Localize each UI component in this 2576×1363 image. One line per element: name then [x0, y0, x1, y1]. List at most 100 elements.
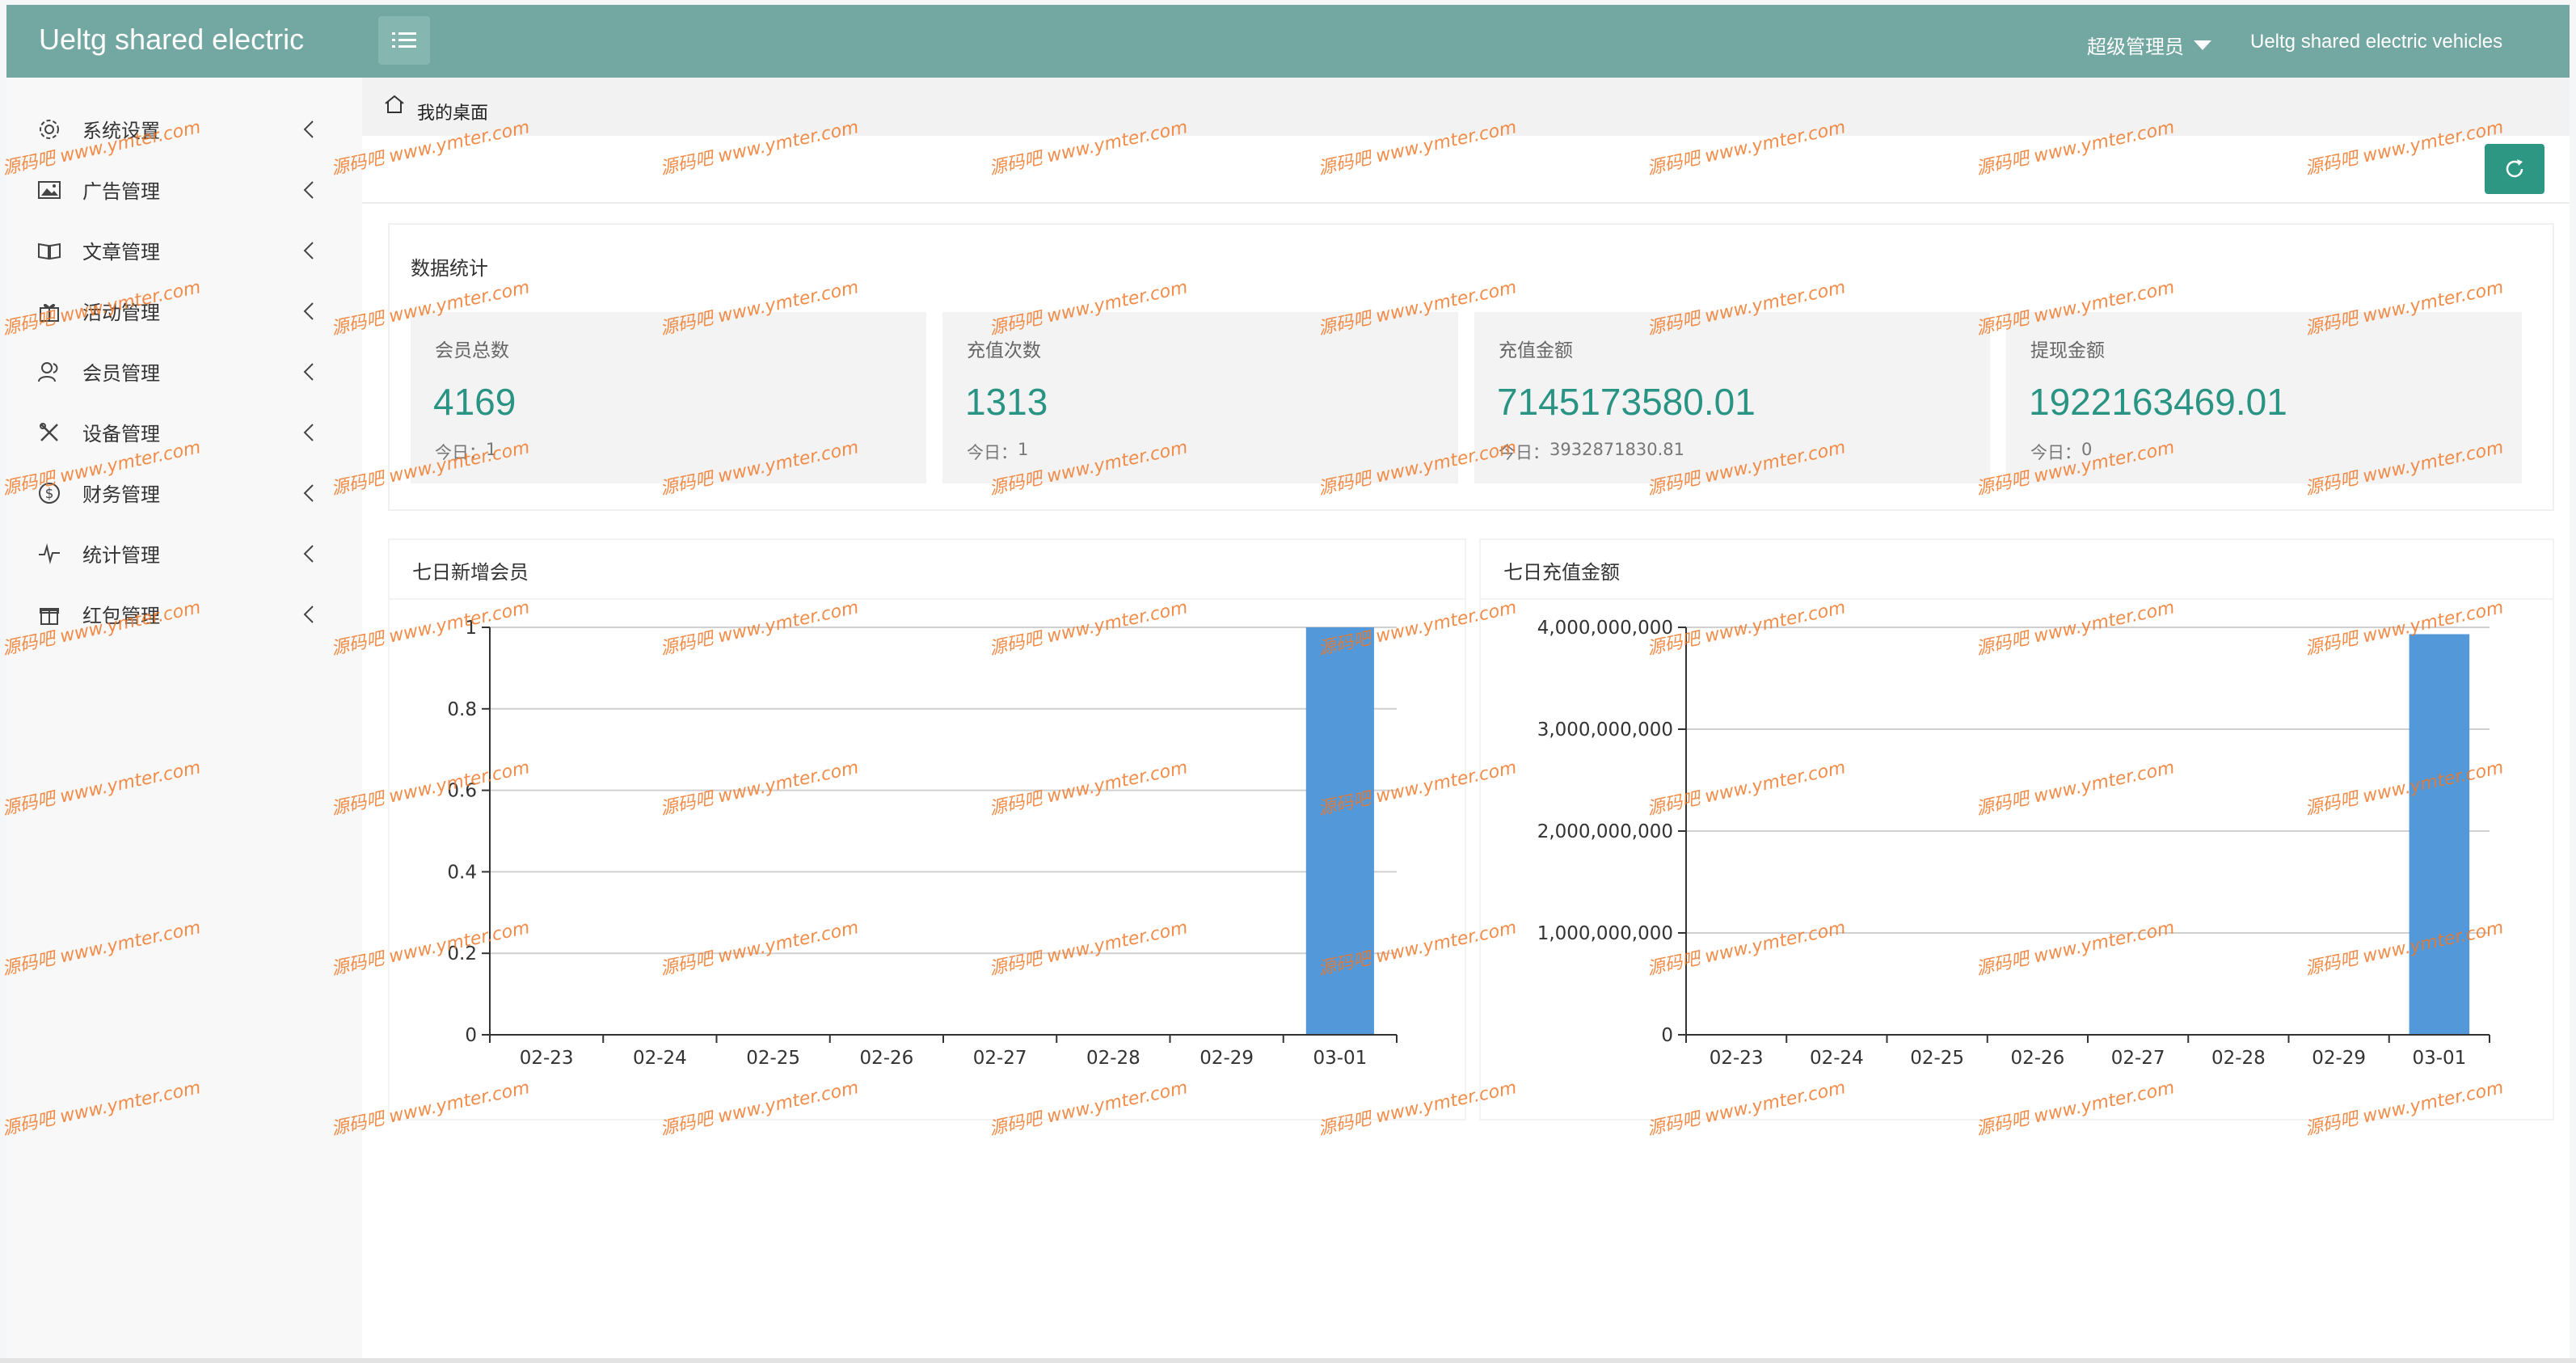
chart-panel-recharge-amount: 七日充值金额 0 1,000,000,000 2,000,000,000 3,000,… [1479, 538, 2554, 1120]
caret-down-icon [2194, 40, 2211, 50]
tools-icon [36, 419, 63, 446]
x-tick-label: 02-25 [746, 1048, 800, 1069]
sidebar-item-activities[interactable]: 活动管理 [6, 281, 362, 341]
sidebar: 系统设置 广告管理 文章管理 活动管理 [6, 78, 362, 1358]
sidebar-item-devices[interactable]: 设备管理 [6, 402, 362, 462]
x-tick-label: 02-24 [633, 1048, 687, 1069]
sidebar-item-statistics[interactable]: 统计管理 [6, 523, 362, 584]
y-tick-label: 4,000,000,000 [1537, 618, 1673, 639]
stat-label: 提现金额 [2030, 340, 2105, 361]
stats-panel: 数据统计 会员总数 4169 今日： 1 充值次数 1313 今日： 1 充值金额 … [388, 223, 2554, 511]
sidebar-item-label: 活动管理 [82, 302, 160, 324]
sidebar-item-red-packets[interactable]: 红包管理 [6, 584, 362, 644]
y-tick-label: 0.2 [447, 943, 477, 964]
chevron-left-icon [299, 419, 318, 446]
sidebar-item-system-settings[interactable]: 系统设置 [6, 99, 362, 159]
gift-icon [36, 297, 63, 325]
sidebar-item-ads[interactable]: 广告管理 [6, 159, 362, 220]
breadcrumb: 我的桌面 [362, 78, 2570, 136]
chevron-left-icon [299, 540, 318, 568]
y-tick-label: 0.6 [447, 781, 477, 802]
toolbar [362, 136, 2570, 204]
y-tick-label: 0.4 [447, 862, 477, 883]
stat-card-withdraw-amount: 提现金额 1922163469.01 今日： 0 [2006, 312, 2522, 483]
stat-value: 7145173580.01 [1497, 381, 1756, 423]
x-tick-label: 03-01 [1313, 1048, 1367, 1069]
x-tick-label: 02-25 [1910, 1048, 1964, 1069]
x-tick-label: 02-23 [520, 1048, 574, 1069]
chevron-left-icon [299, 176, 318, 204]
recharge-amount-bar-chart: 0 1,000,000,000 2,000,000,000 3,000,000,000… [1537, 618, 2490, 1069]
brand-link[interactable]: Ueltg shared electric vehicles [2250, 31, 2503, 53]
sidebar-item-members[interactable]: 会员管理 [6, 341, 362, 402]
today-prefix: 今日： [967, 443, 1018, 462]
sidebar-item-label: 统计管理 [82, 544, 160, 567]
sidebar-item-label: 设备管理 [82, 423, 160, 445]
stat-today: 今日： 1 [435, 440, 496, 464]
x-tick-label: 03-01 [2412, 1048, 2466, 1069]
x-tick-label: 02-24 [1810, 1048, 1864, 1069]
sidebar-item-articles[interactable]: 文章管理 [6, 220, 362, 281]
app-logo[interactable]: Ueltg shared electric [39, 23, 305, 56]
chevron-left-icon [299, 237, 318, 264]
chart-title: 七日新增会员 [412, 561, 529, 584]
x-tick-label: 02-26 [2010, 1048, 2064, 1069]
refresh-button[interactable] [2485, 144, 2544, 194]
home-icon[interactable] [383, 94, 406, 118]
today-prefix: 今日： [2030, 443, 2081, 462]
x-tick-label: 02-29 [1199, 1048, 1254, 1069]
stat-value: 1313 [965, 381, 1048, 423]
admin-label: 超级管理员 [2087, 36, 2184, 58]
stat-card-members: 会员总数 4169 今日： 1 [411, 312, 926, 483]
x-tick-label: 02-28 [1086, 1048, 1140, 1069]
sidebar-item-label: 广告管理 [82, 180, 160, 203]
today-prefix: 今日： [1499, 443, 1549, 462]
sidebar-item-label: 会员管理 [82, 362, 160, 385]
x-tick-label: 02-26 [859, 1048, 913, 1069]
pulse-icon [36, 540, 63, 568]
stat-today: 今日： 1 [967, 440, 1028, 464]
sidebar-item-label: 财务管理 [82, 483, 160, 506]
top-header: Ueltg shared electric 超级管理员 Ueltg shared… [6, 5, 2570, 78]
stat-card-recharge-amount: 充值金额 7145173580.01 今日： 3932871830.81 [1474, 312, 1990, 483]
x-tick-label: 02-28 [2211, 1048, 2266, 1069]
stat-label: 充值金额 [1499, 340, 1573, 361]
stat-value: 1922163469.01 [2029, 381, 2287, 423]
today-value: 1 [1018, 440, 1029, 459]
stat-label: 会员总数 [435, 340, 509, 361]
book-icon [36, 237, 63, 264]
stats-title: 数据统计 [411, 257, 488, 280]
sidebar-item-finance[interactable]: $ 财务管理 [6, 462, 362, 523]
breadcrumb-current[interactable]: 我的桌面 [417, 103, 489, 124]
sidebar-item-label: 文章管理 [82, 241, 160, 264]
today-prefix: 今日： [435, 443, 486, 462]
stat-value: 4169 [433, 381, 516, 423]
refresh-icon [2506, 159, 2523, 178]
app-frame: Ueltg shared electric 超级管理员 Ueltg shared… [6, 5, 2570, 1358]
new-members-bar-chart: 0 0.2 0.4 0.6 0.8 1 02-23 02-24 02-25 02-26 02-27 0… [447, 618, 1398, 1069]
y-tick-label: 2,000,000,000 [1537, 821, 1673, 842]
y-tick-label: 3,000,000,000 [1537, 719, 1673, 741]
menu-toggle-button[interactable] [378, 16, 430, 65]
bar [2409, 634, 2470, 1035]
chart-title-bar: 七日新增会员 [390, 540, 1465, 600]
chart-title: 七日充值金额 [1503, 561, 1620, 584]
stat-label: 充值次数 [967, 340, 1041, 361]
sidebar-item-label: 红包管理 [82, 605, 160, 627]
chevron-left-icon [299, 479, 318, 507]
sidebar-item-label: 系统设置 [82, 120, 160, 142]
window-bottom-edge [0, 1358, 2576, 1363]
today-value: 1 [486, 440, 497, 459]
chart-title-bar: 七日充值金额 [1481, 540, 2553, 600]
chart-panel-new-members: 七日新增会员 0 0.2 0.4 0.6 0.8 1 02-23 02-24 02-25 02-2… [388, 538, 1466, 1120]
list-icon [392, 32, 416, 48]
chevron-left-icon [299, 116, 318, 143]
users-icon [36, 358, 63, 386]
x-tick-label: 02-27 [2111, 1048, 2165, 1069]
admin-user-menu[interactable]: 超级管理员 [2087, 31, 2211, 59]
gear-icon [36, 116, 63, 143]
stat-today: 今日： 3932871830.81 [1499, 440, 1684, 464]
svg-text:$: $ [45, 486, 54, 502]
bar [1305, 627, 1374, 1035]
y-tick-label: 0 [1661, 1025, 1673, 1046]
